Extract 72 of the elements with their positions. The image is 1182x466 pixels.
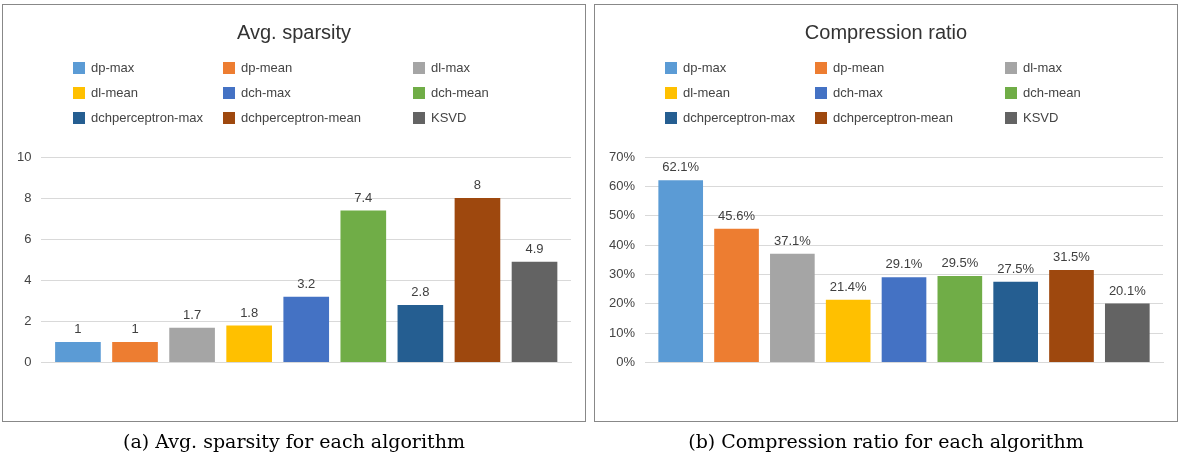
bar — [993, 281, 1038, 363]
legend-label: dch-max — [832, 85, 884, 100]
data-label: 27.5% — [997, 260, 1035, 276]
legend-label: dchperceptron-mean — [832, 110, 954, 125]
legend-label: dp-mean — [240, 60, 294, 75]
legend-label: dchperceptron-max — [682, 110, 796, 125]
bar — [511, 261, 558, 363]
legend-label: dl-max — [430, 60, 471, 75]
legend-label: dch-max — [240, 85, 292, 100]
bar — [397, 305, 444, 363]
bar — [55, 342, 101, 363]
bar — [340, 210, 387, 363]
data-label: 29.1% — [885, 256, 923, 272]
legend-label: KSVD — [430, 110, 468, 125]
y-tick-label: 0 — [24, 354, 32, 370]
data-label: 1.7 — [183, 306, 202, 322]
legend-label: dchperceptron-mean — [240, 110, 362, 125]
bar — [714, 228, 759, 363]
y-tick-label: 4 — [24, 271, 32, 287]
legend-label: dp-max — [90, 60, 136, 75]
data-label: 45.6% — [718, 207, 756, 223]
bar — [770, 253, 815, 363]
chart-title: Compression ratio — [803, 21, 969, 44]
legend-label: dch-mean — [1022, 85, 1082, 100]
bar — [454, 198, 501, 363]
legend-label: dp-max — [682, 60, 728, 75]
bar — [881, 277, 927, 363]
legend-label: dp-mean — [832, 60, 886, 75]
y-tick-label: 10 — [16, 148, 32, 164]
bar — [937, 275, 983, 363]
y-tick-label: 8 — [24, 189, 32, 205]
data-label: 2.8 — [411, 284, 430, 300]
data-label: 62.1% — [662, 159, 700, 175]
bar — [283, 296, 330, 363]
data-label: 20.1% — [1108, 282, 1147, 298]
text: (b) Compression ratio for each algorithm — [687, 430, 1085, 452]
bar — [226, 325, 272, 363]
y-tick-label: 40% — [608, 236, 636, 252]
legend-label: dl-max — [1022, 60, 1063, 75]
y-tick-label: 0% — [616, 354, 636, 370]
bar — [1104, 303, 1150, 363]
y-tick-label: 20% — [608, 295, 636, 311]
bar — [169, 327, 215, 363]
data-label: 3.2 — [297, 275, 316, 291]
y-tick-label: 10% — [608, 324, 636, 340]
legend-label: dl-mean — [682, 85, 731, 100]
legend-label: dch-mean — [430, 85, 490, 100]
data-label: 4.9 — [525, 240, 544, 256]
data-label: 1 — [74, 321, 82, 337]
y-tick-label: 60% — [608, 177, 636, 193]
y-tick-label: 6 — [24, 230, 32, 246]
data-label: 1.8 — [240, 304, 259, 320]
legend-label: dchperceptron-max — [90, 110, 204, 125]
data-label: 31.5% — [1053, 249, 1091, 265]
y-tick-label: 70% — [608, 148, 636, 164]
y-tick-label: 2 — [24, 313, 32, 329]
bar — [825, 299, 871, 363]
bar — [658, 180, 704, 363]
data-label: 21.4% — [829, 278, 868, 294]
text: (a) Avg. sparsity for each algorithm — [122, 430, 466, 452]
data-label: 29.5% — [941, 255, 979, 271]
legend-label: KSVD — [1022, 110, 1060, 125]
bar — [112, 342, 158, 363]
data-label: 37.1% — [773, 232, 812, 248]
chart-title: Avg. sparsity — [235, 21, 353, 44]
y-tick-label: 30% — [608, 266, 636, 282]
y-tick-label: 50% — [608, 207, 636, 223]
bar — [1049, 270, 1094, 363]
data-label: 1 — [131, 321, 139, 337]
data-label: 8 — [473, 177, 482, 193]
legend-label: dl-mean — [90, 85, 139, 100]
data-label: 7.4 — [354, 189, 373, 205]
